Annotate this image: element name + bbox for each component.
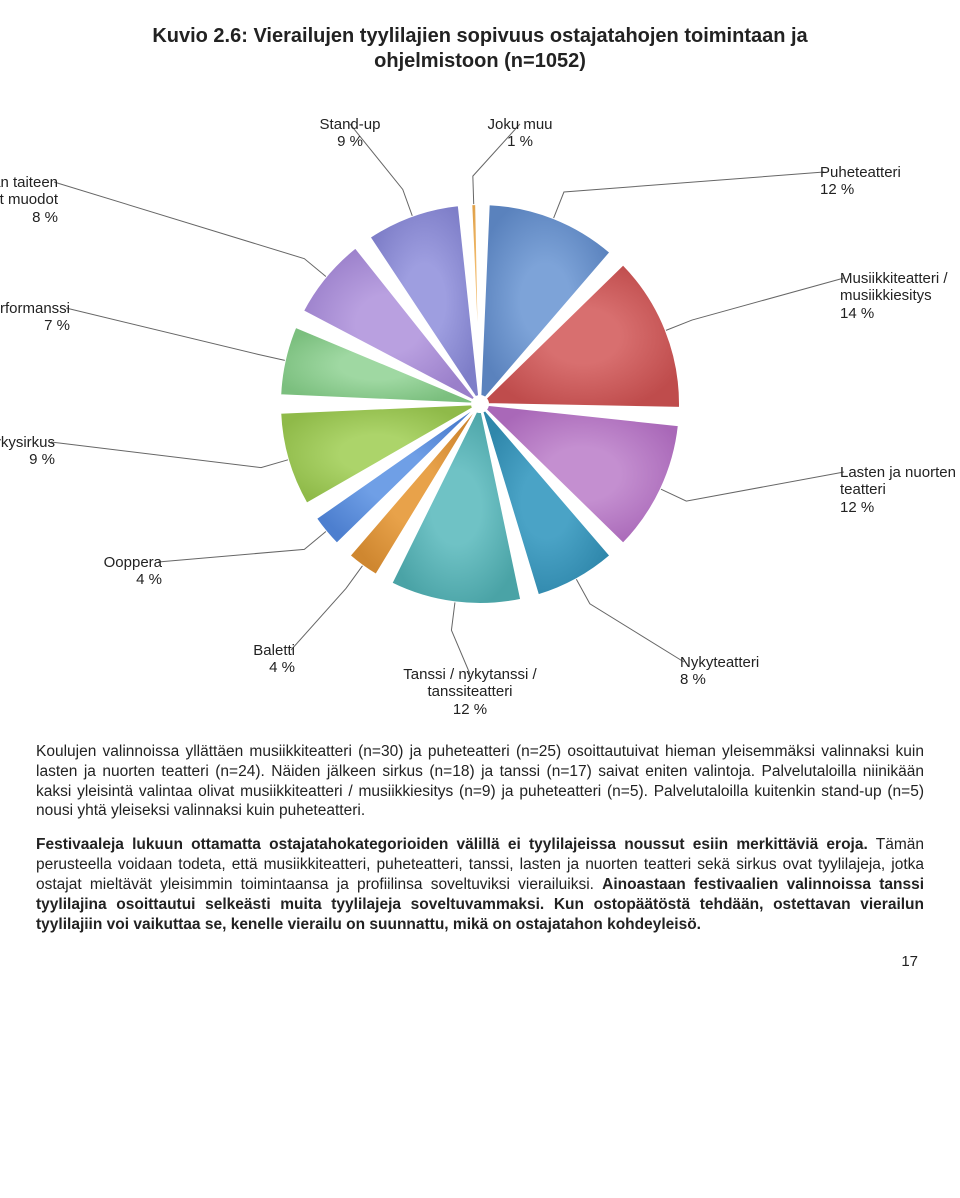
leader-baletti: [291, 566, 362, 650]
label-standup: Stand-up 9 %: [320, 116, 381, 151]
label-jokumuu: Joku muu 1 %: [487, 116, 552, 151]
label-musiikkiteatt: Musiikkiteatteri / musiikkiesitys 14 %: [840, 270, 948, 322]
leader-performanssi: [66, 308, 285, 360]
label-baletti: Baletti 4 %: [253, 642, 295, 677]
chart-title: Kuvio 2.6: Vierailujen tyylilajien sopiv…: [110, 24, 850, 74]
leader-tanssi: [451, 602, 470, 674]
leader-musiikkiteatt: [666, 278, 844, 330]
leader-ooppera: [158, 531, 326, 562]
paragraph-1: Koulujen valinnoissa yllättäen musiikkit…: [36, 742, 924, 821]
label-esittavan: Esittävän taiteen soveltavat muodot 8 %: [0, 174, 58, 226]
paragraph-2: Festivaaleja lukuun ottamatta ostajataho…: [36, 835, 924, 934]
pie-chart: Puheteatteri 12 %Musiikkiteatteri / musi…: [50, 84, 910, 724]
label-nykyteatteri: Nykyteatteri 8 %: [680, 654, 759, 689]
leader-esittavan: [54, 182, 326, 277]
label-puheteatteri: Puheteatteri 12 %: [820, 164, 901, 199]
label-tanssi: Tanssi / nykytanssi / tanssiteatteri 12 …: [403, 666, 536, 718]
paragraph-2-bold-1: Festivaaleja lukuun ottamatta ostajataho…: [36, 836, 868, 853]
body-text: Koulujen valinnoissa yllättäen musiikkit…: [36, 742, 924, 934]
leader-sirkus: [51, 442, 288, 468]
leader-puheteatteri: [554, 172, 824, 218]
leader-nykyteatteri: [576, 579, 684, 662]
leader-lasten: [661, 472, 844, 501]
label-sirkus: Sirkus / nykysirkus 9 %: [0, 434, 55, 469]
label-lasten: Lasten ja nuorten teatteri 12 %: [840, 464, 956, 516]
label-performanssi: Performanssi 7 %: [0, 300, 70, 335]
page-number: 17: [901, 953, 918, 970]
label-ooppera: Ooppera 4 %: [104, 554, 162, 589]
